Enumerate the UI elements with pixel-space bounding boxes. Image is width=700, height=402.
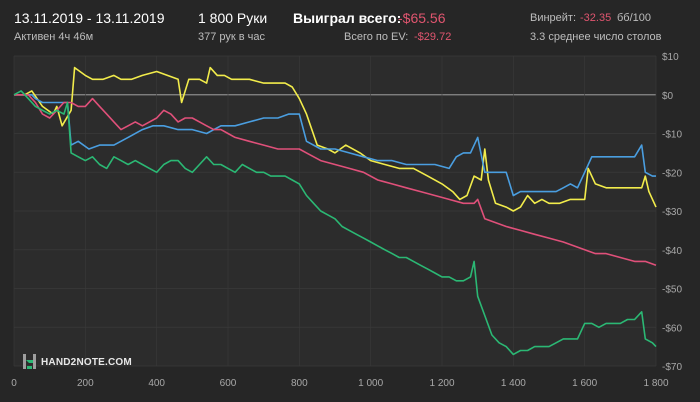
stats-header: 13.11.2019 - 13.11.2019 Активен 4ч 46м 1… [0,0,700,50]
green-series-line [13,90,657,356]
hand2note-logo: HAND2NOTE.COM [23,354,132,369]
y-tick-label: $0 [662,91,674,102]
won-total-value: -$65.56 [398,10,446,26]
grid-lines [13,55,657,367]
y-tick-label: -$20 [662,168,682,179]
won-total-label: Выиграл всего: [293,10,402,26]
series-lines [13,66,657,356]
y-tick-label: -$60 [662,323,682,334]
y-tick-label: -$70 [662,362,682,373]
x-tick-label: 1 000 [358,378,383,389]
profit-chart: $10 $0 -$10 -$20 -$30 -$40 -$50 -$60 -$70 0 200 40… [11,52,682,389]
y-tick-label: -$40 [662,246,682,257]
average-tables: 3.3 среднее число столов [530,31,662,43]
y-tick-label: -$50 [662,285,682,296]
logo-text: HAND2NOTE.COM [41,357,132,368]
x-tick-label: 200 [77,378,94,389]
x-tick-label: 800 [291,378,308,389]
blue-series-line [14,94,656,197]
hands-per-hour: 377 рук в час [198,31,266,43]
pink-series-line [14,94,657,267]
yellow-series-line [14,66,657,212]
x-tick-label: 1 200 [429,378,454,389]
ev-total-value: -$29.72 [414,31,452,43]
x-tick-label: 600 [220,378,237,389]
date-range: 13.11.2019 - 13.11.2019 [14,10,165,26]
x-tick-label: 0 [11,378,17,389]
x-tick-label: 1 800 [643,378,668,389]
winrate-unit: бб/100 [617,12,652,24]
y-tick-label: -$10 [662,130,682,141]
x-tick-label: 400 [148,378,165,389]
hands-count: 1 800 Руки [198,10,268,26]
x-axis-labels: 0 200 400 600 800 1 000 1 200 1 400 1 600 1 800 [11,378,669,389]
h2n-logo-icon [23,354,36,369]
winrate-value: -32.35 [580,12,612,24]
x-tick-label: 1 400 [501,378,526,389]
y-tick-label: -$30 [662,207,682,218]
winrate-label: Винрейт: [530,12,577,24]
ev-total-label: Всего по EV: [344,31,409,43]
x-tick-label: 1 600 [572,378,597,389]
y-axis-labels: $10 $0 -$10 -$20 -$30 -$40 -$50 -$60 -$70 [662,52,682,373]
y-tick-label: $10 [662,52,679,63]
active-duration: Активен 4ч 46м [14,31,94,43]
